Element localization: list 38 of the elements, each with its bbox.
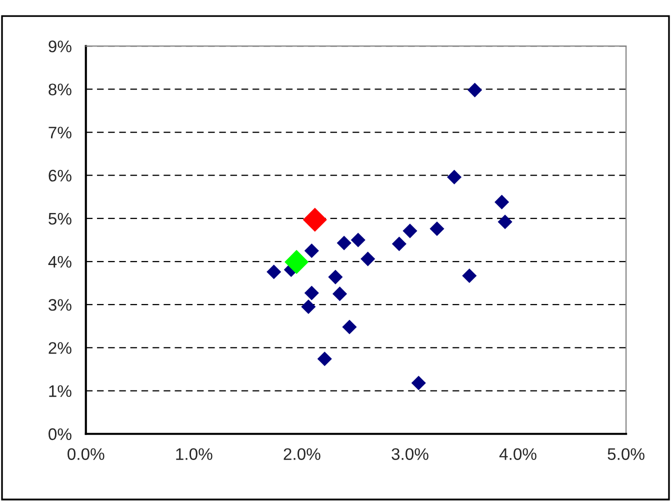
y-tick-label: 7% xyxy=(48,126,72,138)
point xyxy=(336,236,352,250)
point xyxy=(494,194,510,210)
x-tick-label: 3.0% xyxy=(392,448,428,460)
point xyxy=(342,320,357,334)
point xyxy=(462,268,477,284)
x-tick-label: 0.0% xyxy=(68,448,104,460)
point xyxy=(498,214,512,230)
point xyxy=(332,286,348,302)
point xyxy=(328,270,343,284)
x-tick-label: 2.0% xyxy=(284,448,320,460)
y-tick-label: 9% xyxy=(48,40,72,52)
y-tick-label: 8% xyxy=(48,84,72,96)
y-tick-label: 3% xyxy=(48,299,72,311)
point xyxy=(302,208,327,232)
y-tick-label: 4% xyxy=(48,256,72,268)
point xyxy=(402,224,418,238)
y-tick-label: 2% xyxy=(48,342,72,354)
point xyxy=(304,286,319,300)
y-tick-label: 0% xyxy=(48,428,72,440)
point xyxy=(446,170,462,184)
y-tick-label: 1% xyxy=(49,385,72,397)
x-tick-label: 1.0% xyxy=(176,448,212,460)
x-tick-label: 5.0% xyxy=(608,448,644,460)
point xyxy=(430,221,444,236)
point xyxy=(350,232,366,248)
point xyxy=(301,299,316,314)
point xyxy=(284,250,309,274)
y-tick-label: 6% xyxy=(48,170,72,182)
point xyxy=(392,236,406,252)
point xyxy=(411,376,426,390)
point xyxy=(317,352,332,366)
point xyxy=(468,82,482,98)
y-tick-label: 5% xyxy=(48,212,72,225)
x-tick-label: 4.0% xyxy=(499,448,536,460)
point xyxy=(266,264,282,280)
point xyxy=(360,252,376,266)
point xyxy=(304,243,319,258)
